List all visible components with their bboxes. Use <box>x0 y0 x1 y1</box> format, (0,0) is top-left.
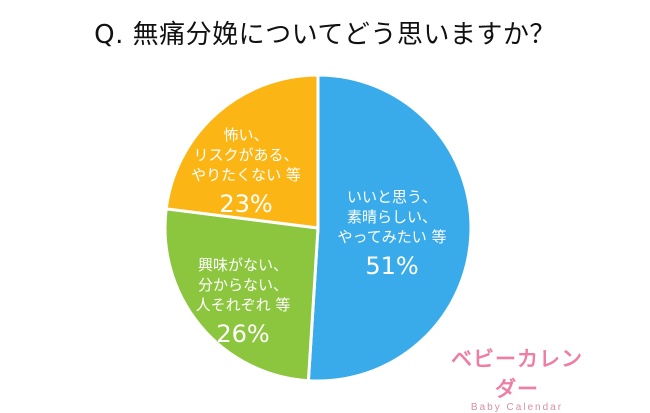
pie-chart: いいと思う、素晴らしい、やってみたい 等 51% 興味がない、分からない、人それぞれ… <box>163 73 473 383</box>
logo-text: ベビーカレンダー <box>451 347 583 401</box>
pie-slice-3 <box>164 73 320 230</box>
slice-1-label-line: 素晴らしい、 <box>347 208 437 226</box>
slice-3-label-line: やりたくない 等 <box>191 166 301 184</box>
slice-2-value-label: 26% <box>216 320 269 348</box>
slice-3-label-line: リスクがある、 <box>193 146 298 164</box>
slice-1-label-line: やってみたい 等 <box>337 228 446 246</box>
slice-2-label-line: 分からない、 <box>198 276 288 294</box>
slice-3-label-line: 怖い、 <box>223 126 268 144</box>
slice-2-label-line: 人それぞれ 等 <box>196 296 291 314</box>
pie-slice-1 <box>306 73 473 383</box>
pie-slice-2 <box>163 207 320 383</box>
page-title: Q. 無痛分娩についてどう思いますか？ <box>94 20 556 50</box>
slice-2-label-line: 興味がない、 <box>198 256 288 274</box>
slice-1-label-line: いいと思う、 <box>347 188 437 206</box>
logo-subtext: Baby Calendar <box>470 402 564 413</box>
slice-1-value-label: 51% <box>365 252 418 280</box>
slice-3-value-label: 23% <box>219 190 272 218</box>
brand-logo: ベビーカレンダー Baby Calendar <box>442 343 592 413</box>
